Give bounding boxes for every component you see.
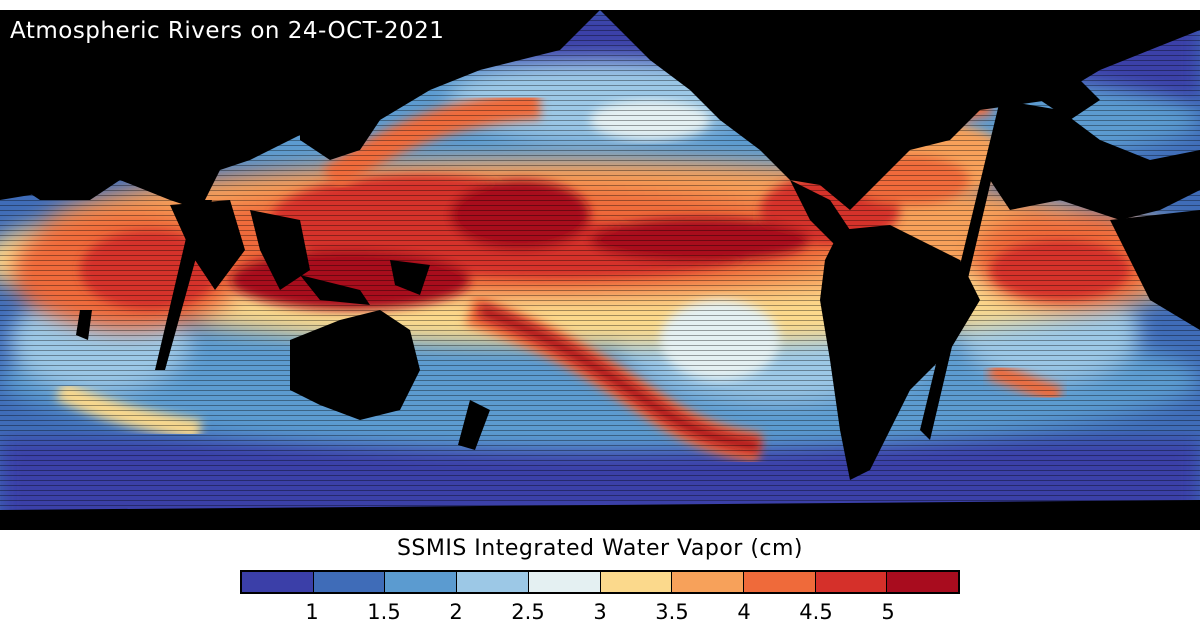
- legend-tick-label: 2.5: [511, 600, 545, 624]
- legend-swatch: [743, 572, 816, 592]
- legend-swatch: [887, 572, 959, 592]
- legend-tick-label: 5: [881, 600, 895, 624]
- legend-tick-label: 1: [305, 600, 319, 624]
- water-vapor-map: Atmospheric Rivers on 24-OCT-2021: [0, 10, 1200, 530]
- legend-tick-label: 4.5: [799, 600, 833, 624]
- legend-tick-label: 3.5: [655, 600, 689, 624]
- legend-tick-label: 3: [593, 600, 607, 624]
- legend-swatch: [457, 572, 529, 592]
- legend-swatch: [242, 572, 314, 592]
- color-legend: SSMIS Integrated Water Vapor (cm) 1 1.5 2 2…: [0, 532, 1200, 630]
- legend-swatch: [313, 572, 386, 592]
- legend-swatch: [815, 572, 888, 592]
- legend-tick-label: 2: [449, 600, 463, 624]
- legend-swatch: [528, 572, 601, 592]
- map-canvas: [0, 10, 1200, 530]
- legend-swatch: [672, 572, 744, 592]
- legend-title: SSMIS Integrated Water Vapor (cm): [396, 536, 804, 561]
- legend-colorbar: [240, 570, 960, 594]
- legend-swatch: [385, 572, 458, 592]
- legend-swatch: [600, 572, 673, 592]
- legend-tick-label: 1.5: [367, 600, 401, 624]
- map-title: Atmospheric Rivers on 24-OCT-2021: [10, 18, 445, 44]
- scan-lines: [0, 10, 1200, 530]
- legend-tick-label: 4: [737, 600, 751, 624]
